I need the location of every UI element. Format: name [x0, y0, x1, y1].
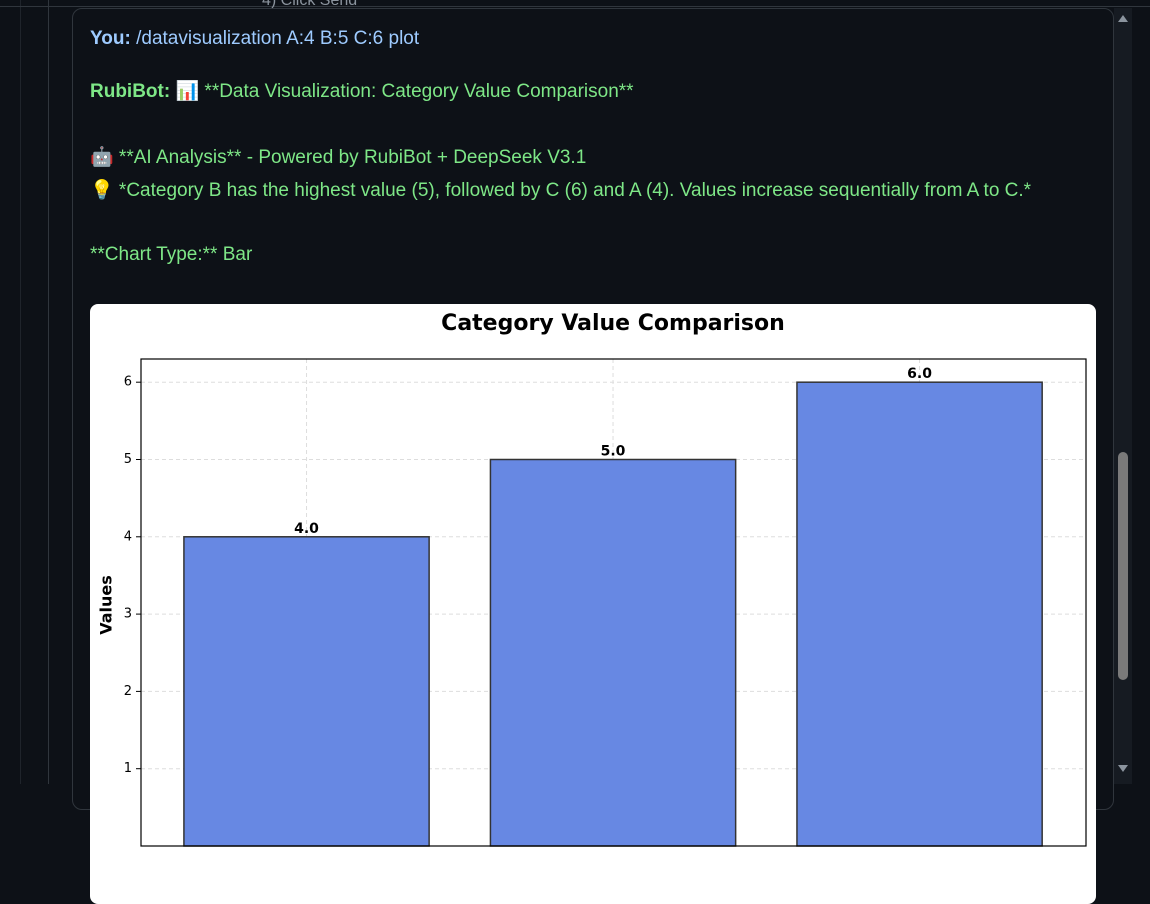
bot-label: RubiBot: [90, 81, 171, 102]
bot-heading: 📊 **Data Visualization: Category Value C… [175, 81, 634, 102]
value-label: 5.0 [601, 443, 626, 459]
hint-text: 4) Click Send [262, 0, 358, 9]
user-message: You: /datavisualization A:4 B:5 C:6 plot [90, 28, 419, 50]
bar [796, 381, 1043, 847]
y-tick-label: 2 [124, 684, 132, 699]
sidebar-border [48, 0, 49, 784]
y-tick-label: 3 [124, 607, 132, 622]
y-tick-label: 4 [124, 529, 132, 544]
bot-line: **Chart Type:** Bar [90, 244, 253, 265]
bar [489, 458, 737, 847]
user-text: /datavisualization A:4 B:5 C:6 plot [136, 28, 420, 49]
value-label: 4.0 [294, 521, 319, 537]
chart-card: Category Value Comparison Values 1 2 3 4 5 6 4… [90, 304, 1096, 904]
header-border [0, 6, 1150, 7]
bot-message: RubiBot: 📊 **Data Visualization: Categor… [90, 79, 634, 103]
chart-title: Category Value Comparison [441, 311, 785, 336]
bar [183, 536, 430, 847]
bot-line: 🤖 **AI Analysis** - Powered by RubiBot +… [90, 147, 587, 168]
user-label: You: [90, 28, 131, 49]
chart: Category Value Comparison Values 1 2 3 4 5 6 4… [97, 311, 1087, 847]
y-tick-label: 6 [124, 375, 132, 390]
bot-line: 💡 *Category B has the highest value (5),… [90, 180, 1032, 201]
y-axis-label: Values [97, 575, 116, 635]
value-label: 6.0 [907, 366, 932, 382]
sidebar-edge [20, 0, 21, 784]
y-tick-label: 1 [124, 761, 132, 776]
y-tick-label: 5 [124, 452, 132, 467]
scroll-up[interactable] [1116, 12, 1130, 26]
scrollbar-thumb[interactable] [1118, 452, 1128, 680]
scroll-down[interactable] [1116, 762, 1130, 776]
